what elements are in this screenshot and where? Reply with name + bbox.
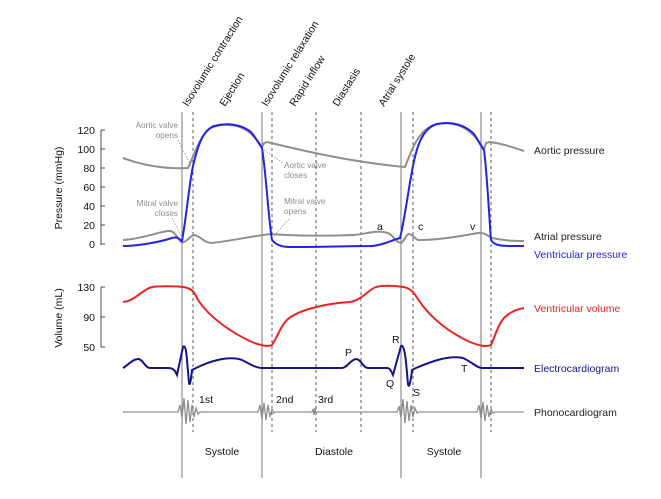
pressure-tick-label: 100 bbox=[77, 144, 95, 156]
heart-sound-3rd-label: 3rd bbox=[318, 394, 333, 406]
annotation-mitral-valve-closes-2: closes bbox=[155, 209, 178, 218]
heart-sound-2nd-label: 2nd bbox=[276, 394, 294, 406]
phase-boundaries bbox=[181, 112, 482, 478]
pointer-mitral-opens bbox=[271, 217, 291, 239]
ventricular-volume-label: Ventricular volume bbox=[534, 303, 621, 315]
electrocardiogram-label: Electrocardiogram bbox=[534, 363, 619, 375]
annotation-aortic-valve-closes-1: Aortic valve bbox=[284, 161, 327, 170]
volume-axis: Volume (mL) 130 90 50 bbox=[53, 282, 105, 354]
phase-labels: Isovolumic contraction Ejection Isovolum… bbox=[180, 14, 418, 109]
phase-label-diastasis: Diastasis bbox=[330, 66, 363, 108]
diastole-label: Diastole bbox=[315, 446, 353, 458]
annotation-mitral-valve-opens-1: Mitral valve bbox=[284, 197, 326, 206]
annotation-aortic-valve-opens-2: opens bbox=[156, 131, 178, 140]
cycle-labels: Systole Diastole Systole bbox=[205, 446, 462, 458]
volume-axis-title: Volume (mL) bbox=[53, 288, 65, 348]
heart-sound-1st-label: 1st bbox=[199, 394, 213, 406]
ecg-p-wave-label: P bbox=[345, 347, 352, 359]
ecg-t-wave-label: T bbox=[461, 363, 468, 375]
ecg-q-wave-label: Q bbox=[386, 378, 394, 390]
aortic-pressure-label: Aortic pressure bbox=[534, 145, 605, 157]
volume-tick-label: 90 bbox=[83, 312, 95, 324]
ventricular-pressure-label: Ventricular pressure bbox=[534, 249, 628, 261]
valve-annotations: Aortic valve opens Aortic valve closes M… bbox=[136, 121, 327, 239]
heart-sound-labels: 1st 2nd 3rd bbox=[199, 394, 333, 406]
annotation-mitral-valve-closes-1: Mitral valve bbox=[137, 199, 179, 208]
atrial-pressure-curve bbox=[122, 229, 525, 245]
pressure-tick-label: 60 bbox=[83, 182, 95, 194]
ventricular-pressure-curve bbox=[122, 122, 524, 249]
pointer-aortic-closes bbox=[263, 149, 284, 164]
annotation-aortic-valve-closes-2: closes bbox=[284, 171, 307, 180]
electrocardiogram-trace bbox=[122, 344, 524, 387]
pressure-axis-title: Pressure (mmHg) bbox=[53, 147, 65, 230]
pressure-tick-label: 20 bbox=[83, 220, 95, 232]
pressure-axis: Pressure (mmHg) 120 100 80 60 40 20 0 bbox=[53, 125, 105, 251]
pressure-tick-label: 80 bbox=[83, 163, 95, 175]
systole-label-1: Systole bbox=[205, 446, 240, 458]
annotation-aortic-valve-opens-1: Aortic valve bbox=[136, 121, 179, 130]
volume-tick-label: 50 bbox=[83, 342, 95, 354]
ecg-r-wave-label: R bbox=[392, 334, 400, 346]
ventricular-volume-curve bbox=[122, 284, 525, 347]
pointer-aortic-opens bbox=[177, 139, 192, 167]
volume-tick-label: 130 bbox=[77, 282, 95, 294]
phase-label-ejection: Ejection bbox=[217, 70, 247, 108]
atrial-wave-labels: a c v bbox=[377, 221, 476, 233]
atrial-wave-a-label: a bbox=[377, 221, 383, 233]
ecg-wave-labels: P R Q S T bbox=[345, 334, 468, 399]
pressure-tick-label: 40 bbox=[83, 201, 95, 213]
pressure-tick-label: 120 bbox=[77, 125, 95, 137]
phase-dividers bbox=[192, 112, 492, 432]
ecg-s-wave-label: S bbox=[413, 387, 420, 399]
annotation-mitral-valve-opens-2: opens bbox=[284, 207, 306, 216]
atrial-pressure-label: Atrial pressure bbox=[534, 231, 602, 243]
curve-labels: Aortic pressure Atrial pressure Ventricu… bbox=[534, 145, 628, 419]
phonocardiogram-trace bbox=[123, 397, 524, 425]
phonocardiogram-label: Phonocardiogram bbox=[534, 407, 617, 419]
atrial-wave-v-label: v bbox=[470, 221, 476, 233]
pressure-tick-label: 0 bbox=[89, 239, 95, 251]
systole-label-2: Systole bbox=[427, 446, 462, 458]
atrial-wave-c-label: c bbox=[418, 221, 423, 233]
phase-label-atrial-systole: Atrial systole bbox=[376, 52, 418, 109]
pointer-mitral-closes bbox=[171, 217, 183, 239]
